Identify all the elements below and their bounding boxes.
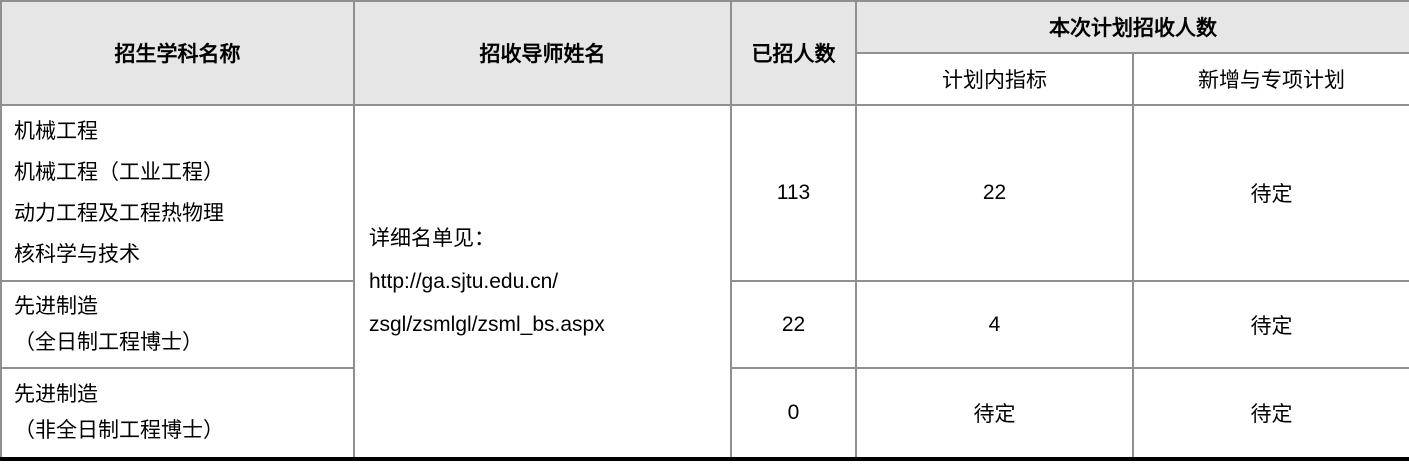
table-row: 先进制造 （非全日制工程博士） 0 待定 待定 <box>0 367 1409 460</box>
plan-quota-cell: 待定 <box>855 367 1134 460</box>
plan-special-cell: 待定 <box>1132 280 1409 370</box>
header-plan-special: 新增与专项计划 <box>1132 52 1409 106</box>
table-row: 先进制造 （全日制工程博士） 22 4 待定 <box>0 280 1409 370</box>
plan-quota-cell: 4 <box>855 280 1134 370</box>
plan-special-cell: 待定 <box>1132 367 1409 460</box>
header-row-main: 招生学科名称 招收导师姓名 已招人数 本次计划招收人数 <box>0 0 1409 106</box>
recruited-count-cell: 113 <box>730 103 857 283</box>
plan-quota-cell: 22 <box>855 103 1134 283</box>
header-supervisor-name: 招收导师姓名 <box>353 0 732 106</box>
header-plan-quota: 计划内指标 <box>855 52 1134 106</box>
subject-cell: 机械工程 机械工程（工业工程） 动力工程及工程热物理 核科学与技术 <box>0 103 355 283</box>
recruited-count-cell: 0 <box>730 367 857 460</box>
recruited-count-cell: 22 <box>730 280 857 370</box>
subject-cell: 先进制造 （非全日制工程博士） <box>0 367 355 460</box>
header-plan-total: 本次计划招收人数 <box>855 0 1409 54</box>
header-recruited-count: 已招人数 <box>730 0 857 106</box>
subject-cell: 先进制造 （全日制工程博士） <box>0 280 355 370</box>
table-row: 机械工程 机械工程（工业工程） 动力工程及工程热物理 核科学与技术 详细名单见：… <box>0 103 1409 460</box>
header-subject-name: 招生学科名称 <box>0 0 355 106</box>
supervisor-cell: 详细名单见： http://ga.sjtu.edu.cn/ zsgl/zsmlg… <box>353 104 732 460</box>
plan-special-cell: 待定 <box>1132 103 1409 283</box>
